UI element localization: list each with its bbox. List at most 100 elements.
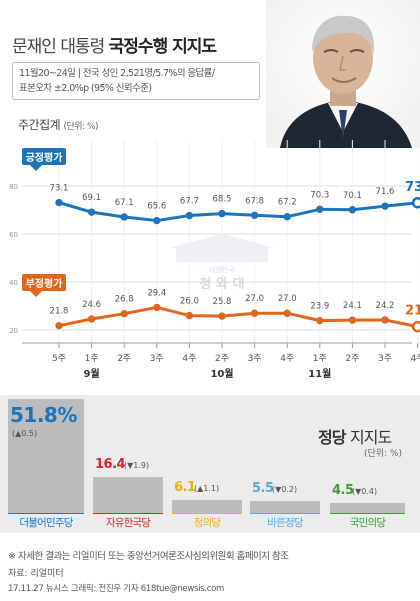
watermark-sub: 대한민국: [209, 265, 235, 274]
data-label-negative: 26.0: [180, 297, 199, 307]
data-label-positive: 73.1: [50, 184, 69, 194]
data-label-positive: 67.2: [278, 198, 297, 208]
data-label-positive: 68.5: [213, 195, 232, 205]
series-point-negative: [120, 309, 128, 318]
data-label-positive: 67.1: [115, 198, 134, 208]
series-point-negative: [218, 312, 226, 320]
party-change: (▼1.9): [124, 460, 150, 470]
data-label-negative: 25.8: [213, 297, 232, 307]
party-value: 4.5: [332, 483, 354, 498]
series-name-positive: 긍정평가: [26, 151, 64, 164]
data-label-positive: 67.7: [180, 197, 199, 207]
x-tick-label: 2주: [117, 353, 131, 364]
data-label-positive: 69.1: [82, 193, 101, 203]
data-label-positive: 71.6: [376, 187, 395, 197]
data-label-negative: 21.8: [50, 307, 69, 317]
x-tick-label: 4주: [182, 353, 196, 364]
data-label-negative: 29.4: [147, 288, 166, 298]
chart-series: 73.1 69.1 67.1 65.6 67.7 68.5 67.8 67.2 70.3 70.1…: [22, 148, 420, 333]
watermark-building: [176, 248, 268, 262]
x-tick-label: 1주: [85, 353, 99, 364]
party-name: 자유한국당: [93, 513, 163, 532]
x-tick-label: 2주: [215, 353, 229, 364]
party-name: 국민의당: [330, 513, 405, 532]
x-tick-label: 3주: [150, 353, 164, 364]
party-change: (▲1.1): [194, 483, 220, 493]
series-point-negative: [153, 303, 161, 312]
source-label: 자료: 리얼미터: [8, 569, 64, 579]
data-label-negative: 21.4%: [405, 304, 420, 319]
party-value: 16.4: [95, 456, 126, 472]
series-point-positive: [87, 208, 96, 216]
series-point-positive: [55, 198, 63, 207]
series-line-negative: [58, 305, 418, 329]
series-point-negative: [185, 311, 194, 320]
weekly-label: 주간집계 (단위: %): [18, 118, 99, 132]
party-bar: [330, 503, 405, 513]
party-bar: [8, 399, 84, 513]
survey-info-line: 표본오차 ±2.0%p (95% 신뢰수준): [19, 83, 152, 94]
series-point-negative: [316, 316, 324, 325]
x-month-label: 10월: [210, 368, 233, 380]
series-point-negative: [411, 320, 420, 333]
data-label-negative: 23.9: [310, 302, 329, 312]
watermark-roof: [168, 234, 276, 248]
party-chart-title: 정당 지지도: [318, 428, 392, 447]
data-label-negative: 26.8: [115, 295, 134, 305]
survey-info-box: 11월20~24일 | 전국 성인 2,521명/5.7%의 응답률/ 표본오차…: [12, 62, 260, 100]
party-name: 정의당: [172, 513, 242, 532]
weekly-unit: (단위: %): [63, 122, 99, 132]
series-point-positive: [411, 197, 420, 209]
party-value: 6.1: [174, 479, 196, 495]
party-change: (▲0.5): [12, 429, 38, 439]
y-tick-label: 40: [9, 279, 18, 287]
data-label-negative: 24.2: [376, 301, 395, 311]
x-month-label: 11월: [308, 368, 331, 380]
party-bar: [172, 499, 242, 513]
party-name: 더불어민주당: [8, 513, 84, 532]
series-point-negative: [250, 309, 259, 317]
party-value: 5.5: [252, 480, 274, 496]
series-point-negative: [381, 316, 389, 324]
series-tag-positive: [22, 148, 66, 165]
watermark-text: 청 와 대: [200, 276, 245, 292]
chart-x-axis: 5주 1주 2주 3주 4주 2주 3주 4주 1주 2주 3주 4주 9월 10월 11월: [22, 342, 420, 380]
page-title: 문재인 대통령 국정수행 지지도: [12, 37, 217, 57]
series-tag-negative: [22, 274, 66, 291]
data-label-positive: 67.8: [245, 196, 264, 206]
series-point-negative: [348, 316, 357, 324]
x-tick-label: 4주: [411, 353, 420, 364]
series-point-positive: [381, 202, 389, 210]
series-point-positive: [348, 206, 357, 214]
data-label-positive: 70.1: [343, 191, 362, 201]
series-point-negative: [283, 309, 291, 317]
data-label-positive: 73.0%: [405, 180, 420, 195]
party-bar: [250, 500, 320, 513]
y-tick-label: 80: [9, 183, 18, 191]
party-bar: [93, 476, 163, 513]
x-tick-label: 4주: [280, 353, 294, 364]
data-label-negative: 27.0: [245, 294, 264, 304]
x-tick-label: 1주: [313, 353, 327, 364]
party-chart-unit: (단위: %): [364, 449, 403, 459]
president-portrait: [266, 0, 420, 148]
data-label-negative: 24.6: [82, 300, 101, 310]
y-tick-label: 20: [9, 327, 18, 335]
series-tag-pointer-positive: [30, 165, 42, 171]
survey-info-line: 11월20~24일 | 전국 성인 2,521명/5.7%의 응답률/: [19, 68, 215, 79]
party-name: 바른정당: [250, 513, 320, 532]
footnote: ※ 자세한 결과는 리얼미터 또는 중앙선거여론조사심의위원회 홈페이지 참조: [8, 551, 289, 562]
series-tag-pointer-negative: [30, 291, 42, 297]
series-point-positive: [153, 216, 161, 225]
data-label-positive: 65.6: [147, 202, 166, 212]
credit-label: 17.11.27 뉴시스 그래픽: 전진우 기자 618tue@newsis.c…: [8, 584, 224, 594]
series-point-positive: [250, 211, 259, 219]
party-change: (▼0.4): [352, 487, 378, 496]
x-tick-label: 3주: [248, 353, 262, 364]
title-main: 국정수행 지지도: [108, 37, 217, 57]
chart-grid: 80 60 40 20: [9, 140, 419, 345]
party-value: 51.8%: [10, 403, 77, 428]
